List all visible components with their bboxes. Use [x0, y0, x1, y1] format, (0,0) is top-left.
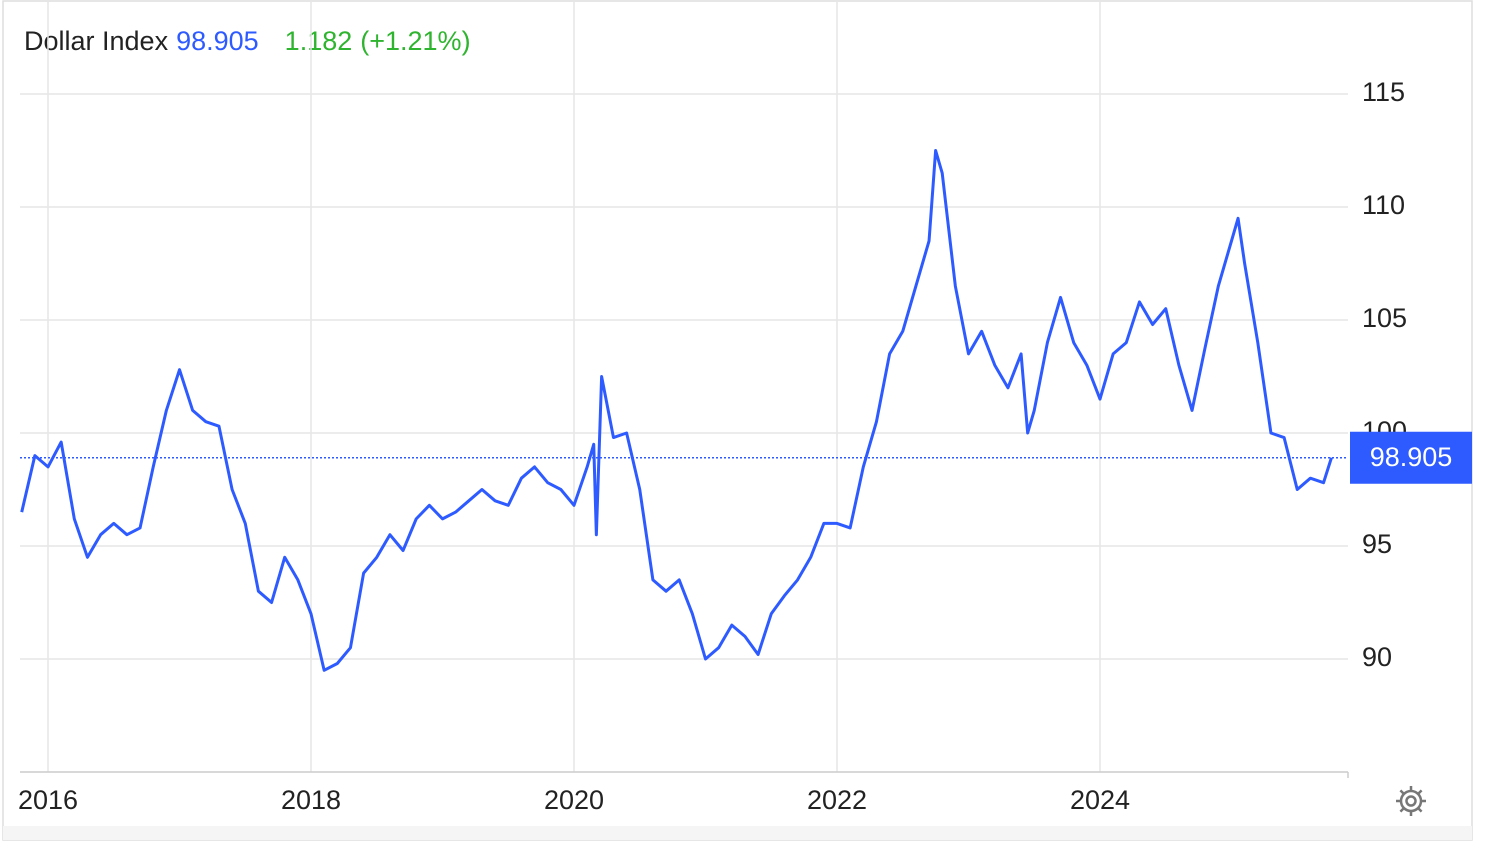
change: 1.182 — [285, 26, 353, 56]
y-tick-label: 90 — [1362, 642, 1392, 672]
data-line — [20, 149, 1333, 672]
last-value: 98.905 — [176, 26, 259, 56]
footer-strip — [3, 826, 1472, 840]
x-tick-label: 2016 — [18, 785, 78, 815]
y-tick-label: 110 — [1362, 190, 1405, 220]
x-tick-label: 2024 — [1070, 785, 1130, 815]
settings-icon[interactable] — [1396, 786, 1426, 816]
x-tick-label: 2018 — [281, 785, 341, 815]
y-tick-label: 95 — [1362, 529, 1392, 559]
y-tick-label: 105 — [1362, 303, 1407, 333]
y-tick-label: 115 — [1362, 77, 1405, 107]
last-value-tag — [1350, 431, 1472, 484]
last-value-tag-label: 98.905 — [1370, 442, 1453, 472]
change-pct: (+1.21%) — [360, 26, 470, 56]
x-tick-label: 2022 — [807, 785, 867, 815]
header: Dollar Index 98.905 1.182 (+1.21%) — [24, 26, 471, 56]
instrument-name: Dollar Index — [24, 26, 169, 56]
x-tick-label: 2020 — [544, 785, 604, 815]
